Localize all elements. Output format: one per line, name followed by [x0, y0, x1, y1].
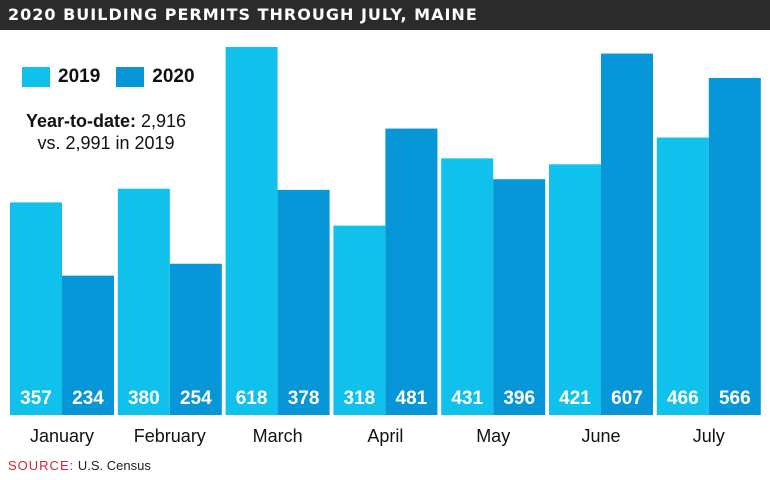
data-label-april-2019: 318	[344, 388, 376, 409]
data-label-april-2020: 481	[396, 388, 428, 409]
legend-swatch-2019	[22, 67, 50, 87]
x-tick-label-july: July	[693, 426, 725, 446]
bar-june-2019	[549, 164, 601, 415]
legend: 2019 2020	[22, 66, 211, 88]
year-to-date-summary: Year-to-date: 2,916 vs. 2,991 in 2019	[0, 110, 212, 154]
data-label-june-2020: 607	[611, 388, 643, 409]
bar-july-2019	[656, 137, 709, 415]
bar-january-2019	[10, 202, 62, 415]
title-bar: 2020 BUILDING PERMITS THROUGH JULY, MAIN…	[0, 0, 770, 30]
bar-february-2019	[117, 188, 170, 415]
x-tick-label-march: March	[253, 426, 303, 446]
legend-swatch-2020	[116, 67, 145, 87]
bar-may-2019	[441, 158, 494, 415]
data-label-june-2019: 421	[559, 388, 591, 409]
data-label-may-2019: 431	[451, 388, 483, 409]
legend-label-2020: 2020	[152, 66, 195, 87]
data-label-july-2020: 566	[719, 388, 751, 409]
x-tick-label-may: May	[476, 426, 510, 446]
bar-may-2020	[493, 179, 546, 415]
x-tick-label-april: April	[367, 426, 403, 446]
x-tick-label-february: February	[134, 426, 206, 446]
ytd-value: 2,916	[141, 111, 187, 131]
legend-item-2019: 2019	[22, 66, 100, 88]
data-label-january-2019: 357	[20, 388, 52, 409]
x-tick-label-january: January	[30, 426, 94, 446]
bar-april-2019	[333, 225, 386, 415]
data-label-february-2019: 380	[128, 388, 160, 409]
ytd-comparison: vs. 2,991 in 2019	[37, 133, 175, 153]
data-label-february-2020: 254	[180, 388, 212, 409]
bar-chart: 357 234 January 380 254 February 618 378 March 31…	[10, 47, 761, 446]
bar-february-2020	[169, 263, 222, 415]
bar-april-2020	[385, 128, 438, 415]
ytd-label: Year-to-date:	[25, 111, 136, 131]
bar-january-2020	[62, 275, 114, 415]
data-label-march-2019: 618	[236, 388, 268, 409]
source-label: SOURCE:	[8, 458, 75, 473]
data-label-march-2020: 378	[288, 388, 320, 409]
bar-march-2019	[225, 47, 278, 415]
data-label-may-2020: 396	[503, 388, 535, 409]
bar-june-2020	[601, 53, 653, 415]
data-label-july-2019: 466	[667, 388, 699, 409]
x-tick-label-june: June	[581, 426, 620, 446]
data-label-january-2020: 234	[72, 388, 104, 409]
legend-label-2019: 2019	[58, 66, 101, 87]
bar-march-2020	[277, 189, 330, 415]
source-text: U.S. Census	[77, 458, 151, 473]
legend-item-2020: 2020	[116, 66, 195, 88]
source-note: SOURCE: U.S. Census	[8, 458, 151, 473]
chart-title: 2020 BUILDING PERMITS THROUGH JULY, MAIN…	[8, 5, 478, 24]
bar-july-2020	[708, 77, 761, 415]
